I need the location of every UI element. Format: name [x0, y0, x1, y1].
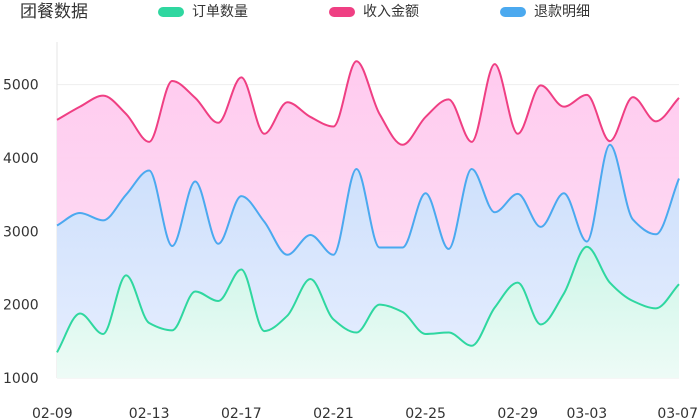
series-line-0[interactable]	[56, 60, 680, 146]
legend-swatch-income	[329, 7, 355, 17]
x-tick-label-02-09: 02-09	[32, 406, 73, 420]
y-tick-label-4000: 4000	[3, 151, 39, 167]
series-line-2[interactable]	[56, 245, 680, 353]
legend-item-income[interactable]: 收入金额	[329, 2, 419, 22]
x-tick-label-02-21: 02-21	[313, 406, 354, 420]
y-tick-label-1000: 1000	[3, 371, 39, 387]
legend-label-orders: 订单数量	[192, 4, 248, 20]
legend-swatch-refunds	[500, 7, 526, 17]
x-tick-label-02-25: 02-25	[405, 406, 446, 420]
y-tick-label-2000: 2000	[3, 298, 39, 314]
x-tick-label-03-07: 03-07	[657, 406, 698, 420]
series-areas	[57, 61, 679, 378]
legend-item-refunds[interactable]: 退款明细	[500, 2, 590, 22]
legend-label-refunds: 退款明细	[534, 4, 590, 20]
axes: 1000 2000 3000 4000 5000 02-09 02-13 02-17 02-21…	[3, 78, 698, 420]
y-tick-label-3000: 3000	[3, 224, 39, 240]
series-line-1[interactable]	[56, 143, 680, 256]
y-tick-label-5000: 5000	[3, 78, 39, 94]
x-tick-label-02-17: 02-17	[221, 406, 262, 420]
series-area-2	[57, 246, 679, 378]
series-lines	[56, 60, 680, 353]
x-tick-label-03-03: 03-03	[567, 406, 608, 420]
legend-label-income: 收入金额	[363, 4, 419, 20]
legend-swatch-orders	[158, 7, 184, 17]
x-tick-label-02-13: 02-13	[129, 406, 170, 420]
legend-item-orders[interactable]: 订单数量	[158, 2, 248, 22]
x-tick-label-02-29: 02-29	[497, 406, 538, 420]
chart-title: 团餐数据	[20, 2, 88, 22]
